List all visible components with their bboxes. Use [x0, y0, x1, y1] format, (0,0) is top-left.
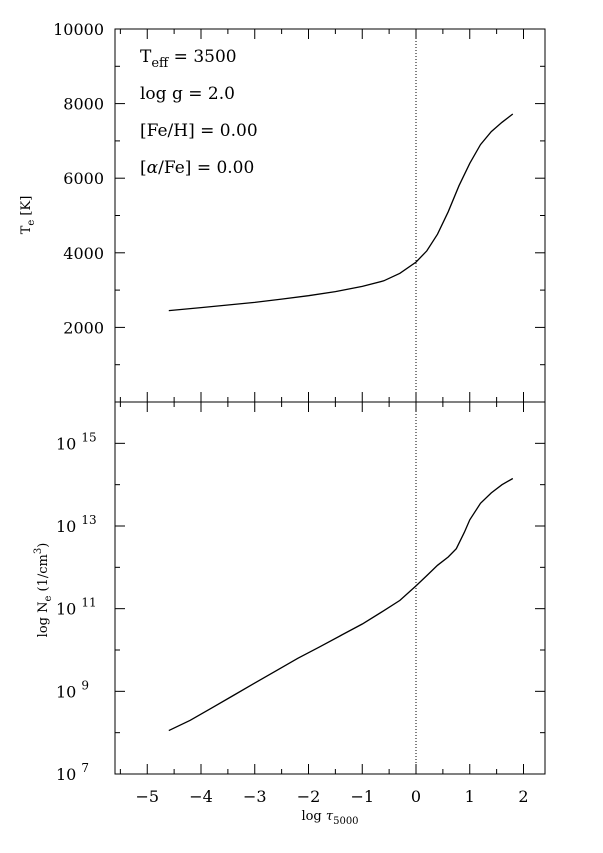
tick-exponent: 7 — [81, 761, 89, 775]
x-tick-label: 0 — [411, 787, 421, 806]
top-y-tick-label: 6000 — [63, 169, 104, 188]
bottom-y-label-pre: log N — [36, 602, 51, 638]
top-y-tick-label: 4000 — [63, 244, 104, 263]
teff-value: = 3500 — [168, 47, 236, 67]
bottom-y-label-unit: (1/cm — [36, 554, 51, 595]
top-y-tick-label: 8000 — [63, 95, 104, 114]
tick-base: 10 — [56, 517, 76, 536]
bottom-y-label-sub: e — [43, 596, 54, 602]
alpha-symbol: α — [147, 158, 159, 178]
tick-base: 10 — [56, 434, 76, 453]
top-y-tick-label: 10000 — [53, 20, 104, 39]
x-label-sub: 5000 — [333, 816, 358, 827]
alpha-bracket: [ — [140, 158, 147, 178]
x-tick-label: −5 — [135, 787, 159, 806]
alpha-fe-value: /Fe] = 0.00 — [158, 158, 254, 178]
tick-base: 10 — [56, 682, 76, 701]
tick-base: 10 — [56, 765, 76, 784]
bottom-y-tick-label: 10 9 — [56, 678, 89, 701]
temperature-curve — [168, 113, 514, 312]
x-tick-label: 2 — [518, 787, 528, 806]
bottom-y-axis-label: log Ne (1/cm3) — [33, 543, 54, 638]
top-y-tick-labels: 2000 4000 6000 8000 10000 — [53, 20, 104, 337]
tick-exponent: 11 — [81, 596, 96, 610]
tick-exponent: 13 — [81, 513, 96, 527]
top-y-label-main: T — [19, 225, 34, 234]
top-y-label-unit: [K] — [19, 196, 34, 220]
bottom-y-label-sup: 3 — [33, 548, 44, 554]
bottom-y-label-close: ) — [36, 543, 51, 548]
top-y-tick-label: 2000 — [63, 318, 104, 337]
x-label-pre: log — [301, 809, 325, 824]
bottom-y-tick-label: 10 15 — [56, 430, 97, 453]
x-tick-label: −2 — [297, 787, 321, 806]
x-axis-label: log τ5000 — [301, 809, 358, 827]
top-y-label-sub: e — [26, 220, 37, 226]
x-tick-label: 1 — [465, 787, 475, 806]
x-tick-label: −3 — [243, 787, 267, 806]
x-tick-labels: −5 −4 −3 −2 −1 0 1 2 — [135, 787, 528, 806]
axis-ticks — [115, 28, 545, 775]
x-tick-label: −1 — [350, 787, 374, 806]
tick-exponent: 15 — [81, 430, 96, 444]
electron-density-curve — [168, 477, 514, 732]
x-tick-label: −4 — [189, 787, 213, 806]
teff-annotation: Teff = 3500 — [140, 47, 237, 71]
bottom-y-tick-labels: 10 7 10 9 10 11 10 13 10 15 — [56, 430, 97, 784]
bottom-y-tick-label: 10 11 — [56, 596, 97, 619]
logg-annotation: log g = 2.0 — [140, 84, 235, 104]
feh-annotation: [Fe/H] = 0.00 — [140, 121, 258, 141]
bottom-panel-frame — [114, 401, 546, 775]
alpha-fe-annotation: [α/Fe] = 0.00 — [140, 158, 254, 178]
x-label-tau: τ — [326, 809, 334, 824]
tick-exponent: 9 — [81, 678, 89, 692]
bottom-y-tick-label: 10 13 — [56, 513, 97, 536]
data-curves — [168, 113, 514, 732]
teff-symbol: T — [140, 47, 152, 67]
tick-base: 10 — [56, 600, 76, 619]
bottom-y-tick-label: 10 7 — [56, 761, 89, 784]
teff-subscript: eff — [151, 56, 170, 71]
top-y-axis-label: Te [K] — [19, 196, 37, 235]
